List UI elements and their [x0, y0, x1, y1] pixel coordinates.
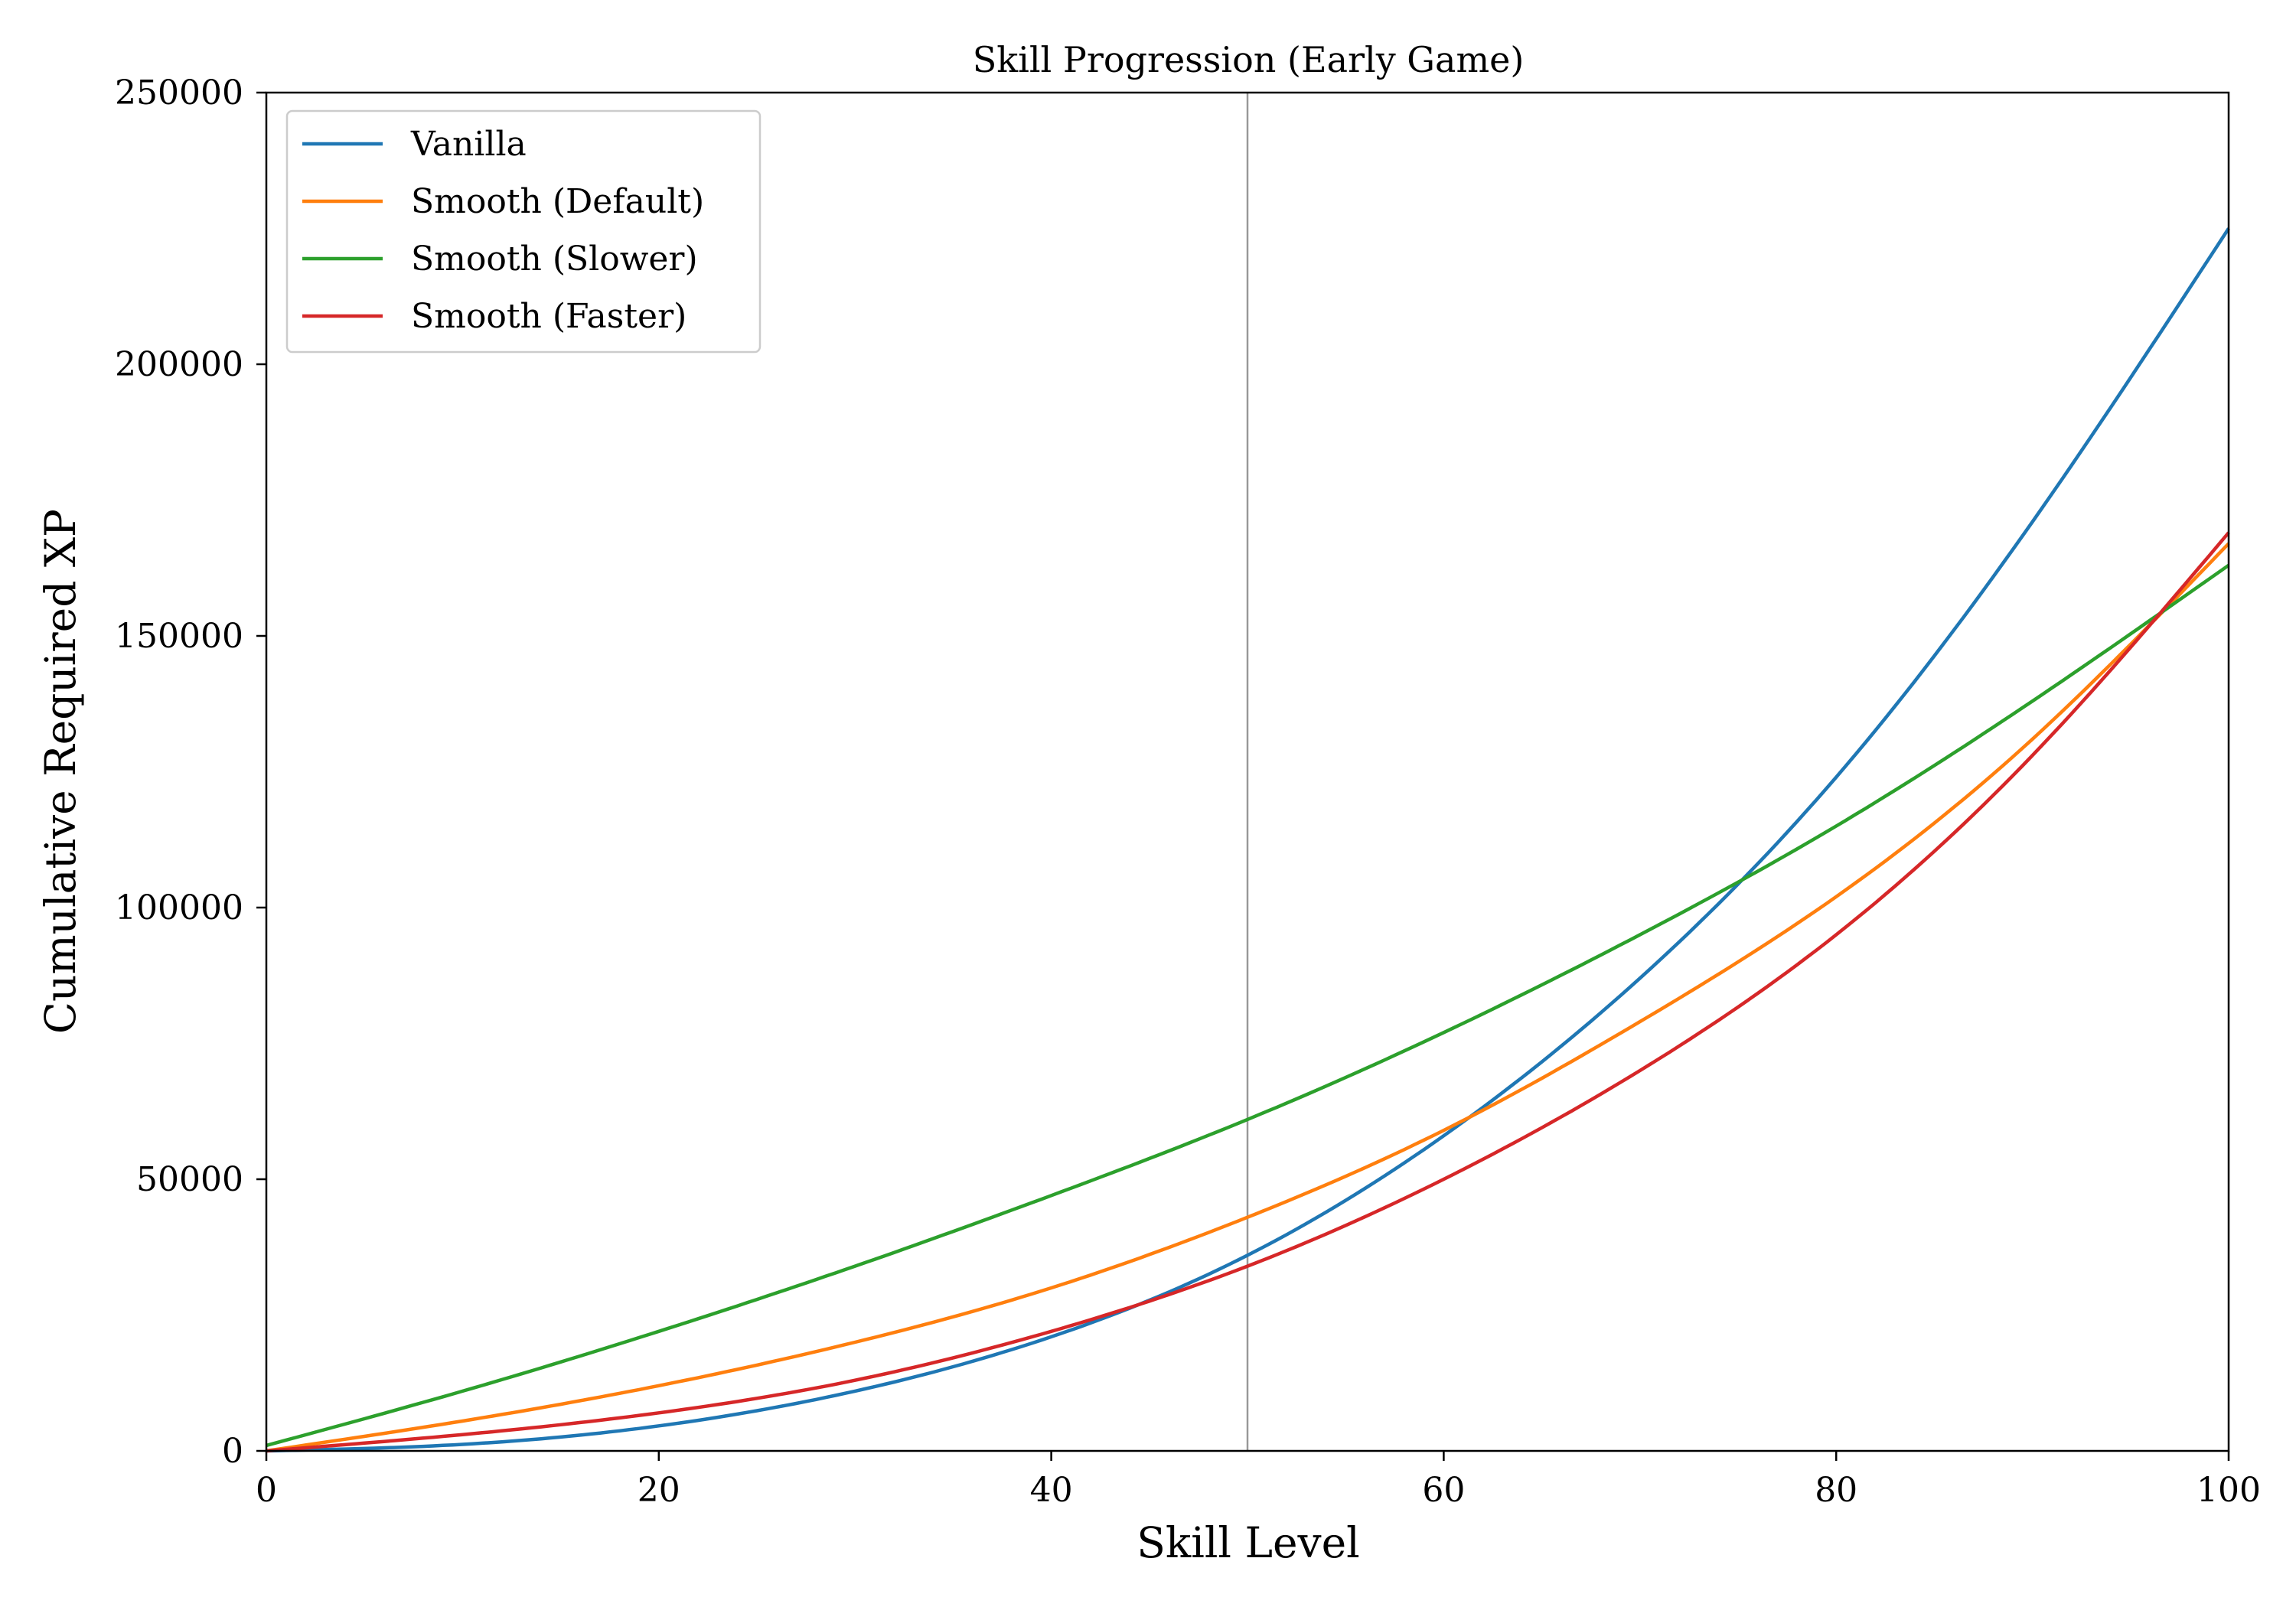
series-layer	[266, 227, 2230, 1453]
y-tick-label-5: 250000	[115, 73, 243, 112]
x-axis-label: Skill Level	[1137, 1518, 1360, 1567]
y-tick-label-1: 50000	[136, 1160, 243, 1199]
x-axis: 0 20 40 60 80 100	[256, 1451, 2261, 1510]
x-tick-label-3: 60	[1422, 1471, 1465, 1510]
series-line-0	[266, 227, 2230, 1453]
plot-area	[266, 93, 2230, 1453]
y-tick-label-4: 200000	[115, 345, 243, 384]
series-line-3	[266, 531, 2230, 1453]
y-tick-label-0: 0	[222, 1432, 243, 1471]
y-tick-label-3: 150000	[115, 617, 243, 656]
series-line-2	[266, 563, 2230, 1448]
x-tick-label-4: 80	[1815, 1471, 1857, 1510]
legend-label-2: Smooth (Slower)	[411, 240, 698, 279]
legend-label-1: Smooth (Default)	[411, 182, 704, 221]
legend-label-0: Vanilla	[410, 125, 527, 164]
legend: Vanilla Smooth (Default) Smooth (Slower) Sm…	[285, 109, 762, 354]
y-tick-label-2: 100000	[115, 888, 243, 927]
x-tick-label-1: 20	[638, 1471, 680, 1510]
x-tick-label-2: 40	[1030, 1471, 1073, 1510]
series-line-1	[266, 542, 2230, 1453]
legend-box	[285, 109, 762, 354]
plot-frame	[265, 91, 2230, 1452]
legend-label-3: Smooth (Faster)	[411, 297, 687, 336]
x-tick-label-5: 100	[2197, 1471, 2261, 1510]
y-axis-label: Cumulative Required XP	[36, 509, 85, 1034]
chart-title: Skill Progression (Early Game)	[973, 39, 1525, 80]
x-tick-label-0: 0	[256, 1471, 277, 1510]
y-axis: 0 50000 100000 150000 200000 250000	[115, 73, 266, 1471]
